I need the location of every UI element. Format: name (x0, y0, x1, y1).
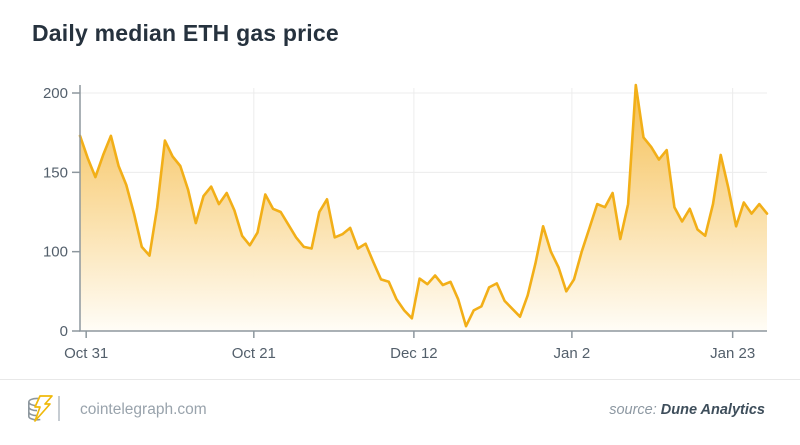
area-chart: 0 100 150 200 Oct 31 Oct 21 Dec 12 Jan 2 Jan 23 (43, 83, 769, 362)
x-tick-label: Dec 12 (390, 345, 438, 362)
footer-separator (0, 379, 800, 380)
cointelegraph-logo-icon (28, 395, 53, 422)
gas-price-line (78, 83, 769, 328)
source-label: source: (609, 402, 657, 418)
x-tick-label: Oct 31 (64, 345, 108, 362)
source-name: Dune Analytics (660, 402, 765, 418)
y-tick-label: 150 (43, 164, 68, 181)
x-tick-label: Jan 2 (554, 345, 591, 362)
footer: cointelegraph.com source: Dune Analytics (0, 380, 800, 445)
brand-text: cointelegraph.com (80, 401, 207, 418)
page-title: Daily median ETH gas price (32, 20, 339, 46)
y-tick-label: 100 (43, 244, 68, 261)
footer-divider (58, 396, 60, 421)
x-tick-label: Oct 21 (232, 345, 276, 362)
source-credit: source: Dune Analytics (609, 402, 765, 418)
gas-price-area (80, 85, 767, 331)
x-tick-label: Jan 23 (710, 345, 755, 362)
y-tick-label: 200 (43, 85, 68, 102)
y-tick-label: 0 (60, 323, 68, 340)
